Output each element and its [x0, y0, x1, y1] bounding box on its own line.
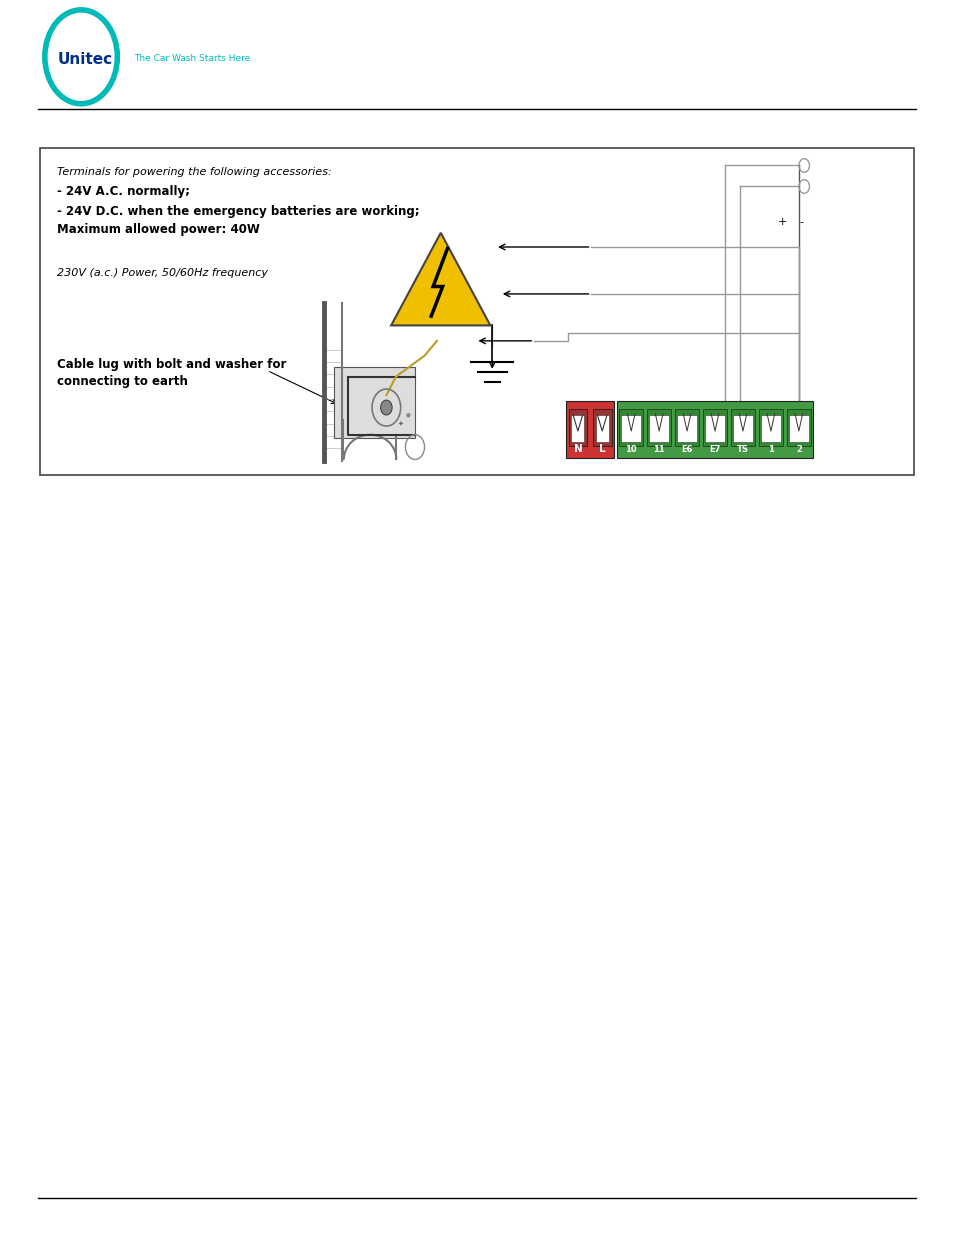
- Text: 230V (a.c.) Power, 50/60Hz frequency: 230V (a.c.) Power, 50/60Hz frequency: [57, 268, 268, 278]
- Polygon shape: [391, 232, 490, 325]
- Text: TS: TS: [737, 446, 748, 454]
- Bar: [648, 415, 669, 442]
- Bar: [704, 415, 724, 442]
- Bar: [620, 415, 640, 442]
- Text: E7: E7: [709, 446, 720, 454]
- Text: L: L: [598, 445, 605, 454]
- Text: N: N: [573, 445, 581, 454]
- Text: 2: 2: [795, 446, 801, 454]
- Bar: [617, 401, 812, 458]
- Bar: [40, 148, 913, 475]
- Text: ●: ●: [406, 412, 410, 417]
- Bar: [334, 367, 415, 438]
- Bar: [786, 409, 810, 446]
- Text: - 24V D.C. when the emergency batteries are working;: - 24V D.C. when the emergency batteries …: [57, 205, 419, 217]
- Bar: [571, 415, 583, 442]
- Bar: [702, 409, 726, 446]
- Text: Unitec: Unitec: [57, 52, 112, 67]
- Bar: [758, 409, 782, 446]
- Text: Terminals for powering the following accessories:: Terminals for powering the following acc…: [57, 167, 332, 177]
- Text: E6: E6: [680, 446, 692, 454]
- Text: 11: 11: [653, 446, 664, 454]
- Text: -: -: [799, 217, 802, 227]
- Text: Cable lug with bolt and washer for: Cable lug with bolt and washer for: [57, 358, 286, 370]
- Text: 10: 10: [625, 446, 637, 454]
- Bar: [618, 409, 642, 446]
- Text: ✦: ✦: [397, 421, 403, 426]
- Circle shape: [380, 400, 392, 415]
- Text: Maximum allowed power: 40W: Maximum allowed power: 40W: [57, 224, 260, 236]
- Text: The Car Wash Starts Here: The Car Wash Starts Here: [134, 53, 251, 63]
- Bar: [788, 415, 808, 442]
- Bar: [565, 401, 614, 458]
- Text: - 24V A.C. normally;: - 24V A.C. normally;: [57, 185, 190, 198]
- Bar: [568, 409, 587, 446]
- Text: 1: 1: [767, 446, 773, 454]
- Bar: [646, 409, 671, 446]
- Text: connecting to earth: connecting to earth: [57, 375, 188, 388]
- Bar: [760, 415, 781, 442]
- Text: +: +: [777, 217, 786, 227]
- Bar: [592, 409, 611, 446]
- Bar: [730, 409, 754, 446]
- Bar: [675, 409, 699, 446]
- Bar: [595, 415, 608, 442]
- Bar: [732, 415, 752, 442]
- Bar: [677, 415, 697, 442]
